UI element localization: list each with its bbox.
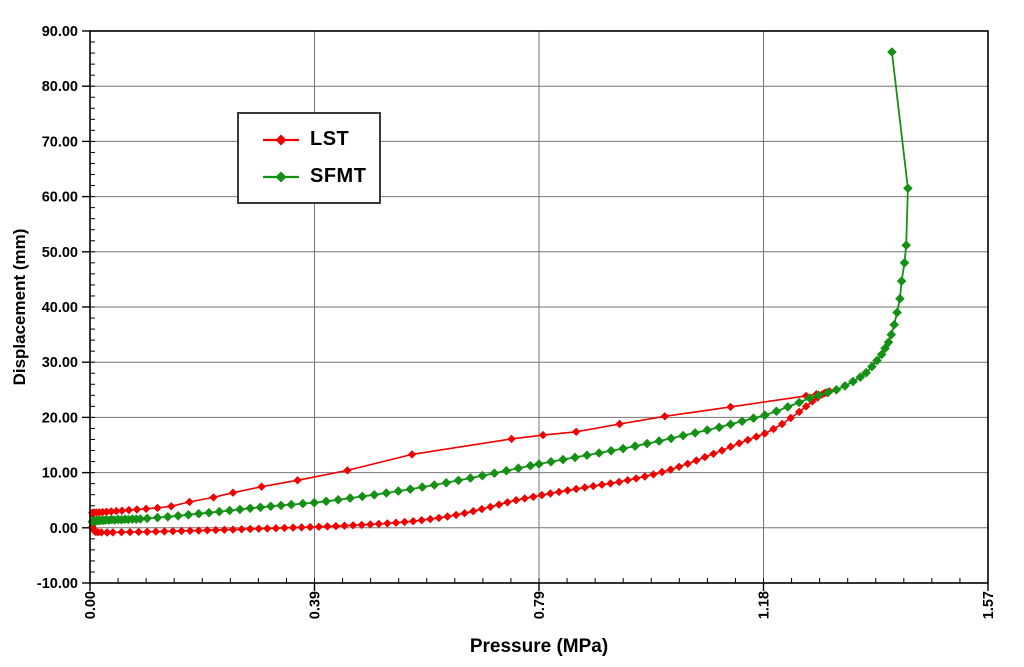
y-axis-tick-label: 0.00	[50, 521, 78, 537]
legend-item-lst: LST	[261, 128, 379, 151]
lst-line-diamond-icon	[263, 134, 299, 145]
x-axis-tick-label: 1.57	[981, 591, 997, 619]
y-axis-tick-label: 90.00	[42, 24, 78, 40]
legend-box: LST SFMT	[237, 112, 381, 204]
x-axis-tick-label: 1.18	[757, 591, 773, 619]
y-axis-tick-label: 50.00	[42, 245, 78, 261]
y-axis-tick-label: 40.00	[42, 300, 78, 316]
sfmt-line-diamond-icon	[263, 171, 299, 182]
legend-label-lst: LST	[310, 128, 350, 150]
y-axis-tick-label: 20.00	[42, 410, 78, 426]
y-axis-tick-label: -10.00	[37, 576, 78, 592]
legend-label-sfmt: SFMT	[310, 165, 367, 187]
y-axis-tick-label: 30.00	[42, 355, 78, 371]
y-axis-tick-label: 70.00	[42, 134, 78, 150]
x-axis-tick-label: 0.00	[83, 591, 99, 619]
x-axis-tick-label: 0.79	[532, 591, 548, 619]
x-axis-tick-label: 0.39	[308, 591, 324, 619]
x-axis-title: Pressure (MPa)	[469, 636, 609, 657]
y-axis-tick-label: 60.00	[42, 190, 78, 206]
plot-border	[89, 30, 989, 584]
y-axis-tick-label: 80.00	[42, 79, 78, 95]
y-axis-title: Displacement (mm)	[10, 228, 29, 386]
legend-item-sfmt: SFMT	[261, 165, 379, 188]
y-axis-tick-label: 10.00	[42, 466, 78, 482]
